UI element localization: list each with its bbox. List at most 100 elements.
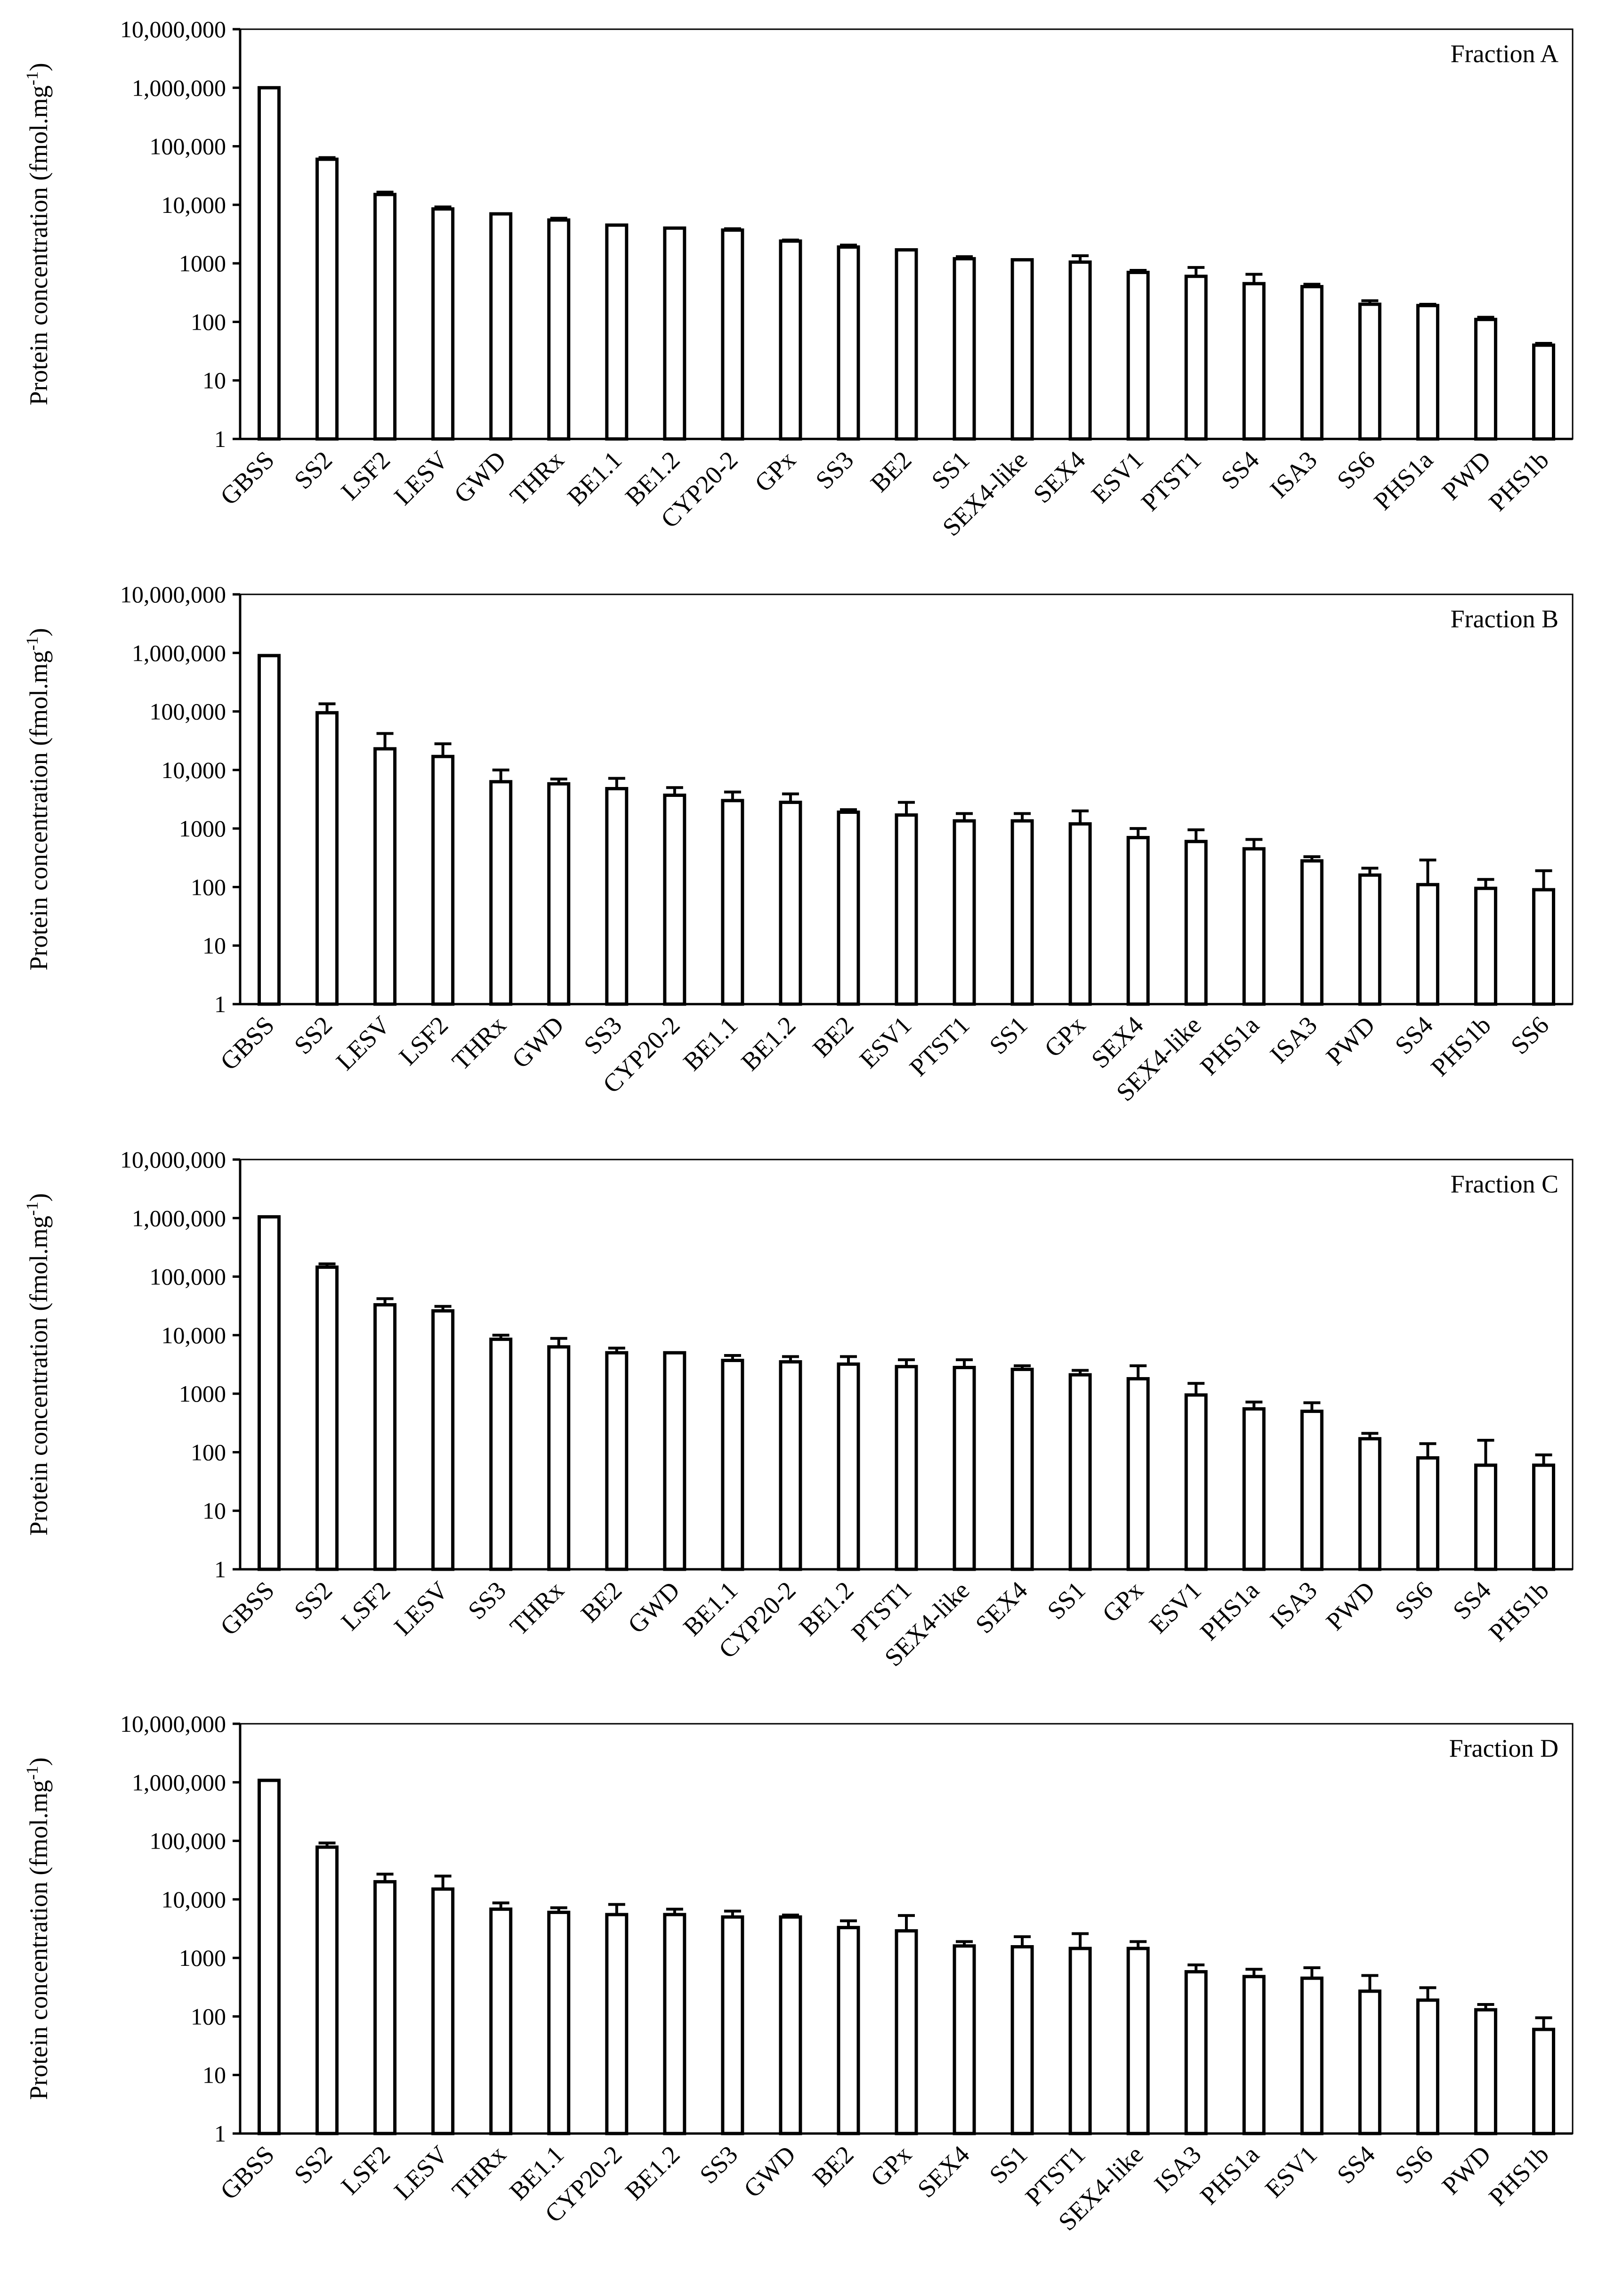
y-tick-label: 100,000 [150, 133, 226, 160]
bar-sex4-like [1010, 258, 1034, 441]
category-label: ESV1 [1144, 1576, 1207, 1639]
bar-gwd [489, 212, 513, 441]
bar-ss6 [1416, 1456, 1439, 1571]
bar-gwd [663, 1351, 686, 1571]
y-tick-label: 10,000,000 [120, 16, 226, 42]
bar-gwd [779, 1915, 802, 2135]
y-tick-label: 100 [191, 308, 226, 335]
bar-gpx [1126, 1377, 1150, 1571]
category-label: PHS1a [1195, 1011, 1265, 1081]
bar-cyp20-2 [605, 1913, 629, 2135]
y-tick-label: 100 [191, 2003, 226, 2029]
category-label: BE2 [807, 2140, 859, 2192]
bar-phs1b [1532, 343, 1555, 441]
category-label: SS3 [578, 1011, 627, 1060]
bar-cyp20-2 [779, 1360, 802, 1571]
bar-pwd [1474, 2008, 1497, 2135]
category-label: GWD [449, 446, 512, 509]
bar-isa3 [1184, 1970, 1208, 2135]
bar-phs1b [1474, 886, 1497, 1006]
bar-phs1a [1242, 1975, 1266, 2135]
bar-ss2 [315, 711, 339, 1006]
y-tick-label: 1,000,000 [132, 1769, 226, 1795]
bar-ss2 [315, 1845, 339, 2135]
bar-sex4 [1126, 836, 1150, 1006]
bar-ss4 [1416, 883, 1439, 1006]
bar-ss1 [1068, 1373, 1092, 1571]
category-label: GPx [1039, 1011, 1090, 1063]
bar-gbss [258, 86, 281, 441]
category-label: PHS1a [1195, 2140, 1265, 2210]
y-tick-label: 1,000,000 [132, 74, 226, 101]
y-tick-label: 1000 [179, 815, 226, 842]
bar-lsf2 [373, 1880, 397, 2135]
bar-ss1 [1010, 1945, 1034, 2135]
category-label: BE2 [807, 1011, 859, 1063]
bar-phs1a [1416, 304, 1439, 441]
bar-be2 [605, 1351, 629, 1571]
category-label: PTST1 [1136, 446, 1207, 517]
category-label: LSF2 [336, 2140, 396, 2200]
bar-thrx [489, 780, 513, 1006]
category-label: BE1.2 [735, 1011, 801, 1076]
panel-title: Fraction D [1449, 1734, 1558, 1762]
category-label: SS4 [1332, 2140, 1381, 2189]
category-label: PHS1a [1195, 1576, 1265, 1646]
category-label: GWD [622, 1576, 686, 1639]
category-label: THRx [504, 1576, 569, 1641]
bar-sex4-like [1184, 840, 1208, 1006]
y-tick-label: 1 [214, 2120, 226, 2147]
bar-ss1 [1010, 819, 1034, 1006]
category-label: SS1 [1042, 1576, 1091, 1625]
bar-cyp20-2 [663, 794, 686, 1006]
bar-be1-2 [837, 1362, 860, 1571]
y-tick-label: 100 [191, 1439, 226, 1465]
bar-lesv [373, 747, 397, 1006]
y-tick-label: 10,000,000 [120, 581, 226, 608]
bar-sex4 [1010, 1368, 1034, 1571]
bar-lesv [431, 1887, 455, 2135]
bar-ptst1 [1068, 1947, 1092, 2135]
y-tick-label: 100,000 [150, 698, 226, 725]
category-label: BE1.2 [620, 2140, 685, 2206]
bar-be1-1 [605, 223, 629, 441]
bar-phs1a [1242, 1407, 1266, 1571]
y-tick-label: 100,000 [150, 1828, 226, 1854]
category-label: THRx [446, 2140, 511, 2205]
category-label: SS3 [462, 1576, 511, 1625]
category-label: SS2 [289, 1011, 338, 1060]
category-label: PHS1b [1483, 2140, 1554, 2211]
y-tick-label: 100 [191, 874, 226, 900]
category-label: ISA3 [1265, 446, 1323, 503]
y-tick-label: 10 [202, 367, 226, 394]
bar-gpx [779, 239, 802, 441]
bar-thrx [547, 218, 571, 441]
bar-ptst1 [1184, 275, 1208, 441]
category-label: SS2 [289, 446, 338, 495]
category-label: GPx [749, 446, 801, 497]
category-label: SS2 [289, 1576, 338, 1625]
bar-gpx [895, 1929, 918, 2135]
y-axis-title: Protein concentration (fmol.mg-1) [23, 63, 53, 405]
bar-ptst1 [895, 1365, 918, 1571]
y-tick-label: 10 [202, 933, 226, 959]
category-label: SS4 [1389, 1011, 1438, 1060]
category-label: BE2 [575, 1576, 627, 1628]
bar-lesv [431, 207, 455, 441]
y-tick-label: 100,000 [150, 1264, 226, 1290]
y-tick-label: 1,000,000 [132, 1205, 226, 1231]
category-label: LSF2 [336, 1576, 396, 1636]
bar-ss1 [953, 257, 976, 441]
category-label: SS1 [926, 446, 975, 495]
category-label: SEX4 [912, 2140, 975, 2203]
category-label: THRx [446, 1011, 511, 1076]
bar-thrx [489, 1907, 513, 2135]
category-label: SS3 [810, 446, 859, 495]
category-label: PWD [1321, 1011, 1381, 1071]
category-label: GBSS [215, 1576, 280, 1641]
category-label: ISA3 [1265, 1576, 1323, 1634]
panel-title: Fraction A [1451, 40, 1558, 68]
bar-be1-2 [779, 801, 802, 1006]
bar-ss3 [605, 787, 629, 1006]
